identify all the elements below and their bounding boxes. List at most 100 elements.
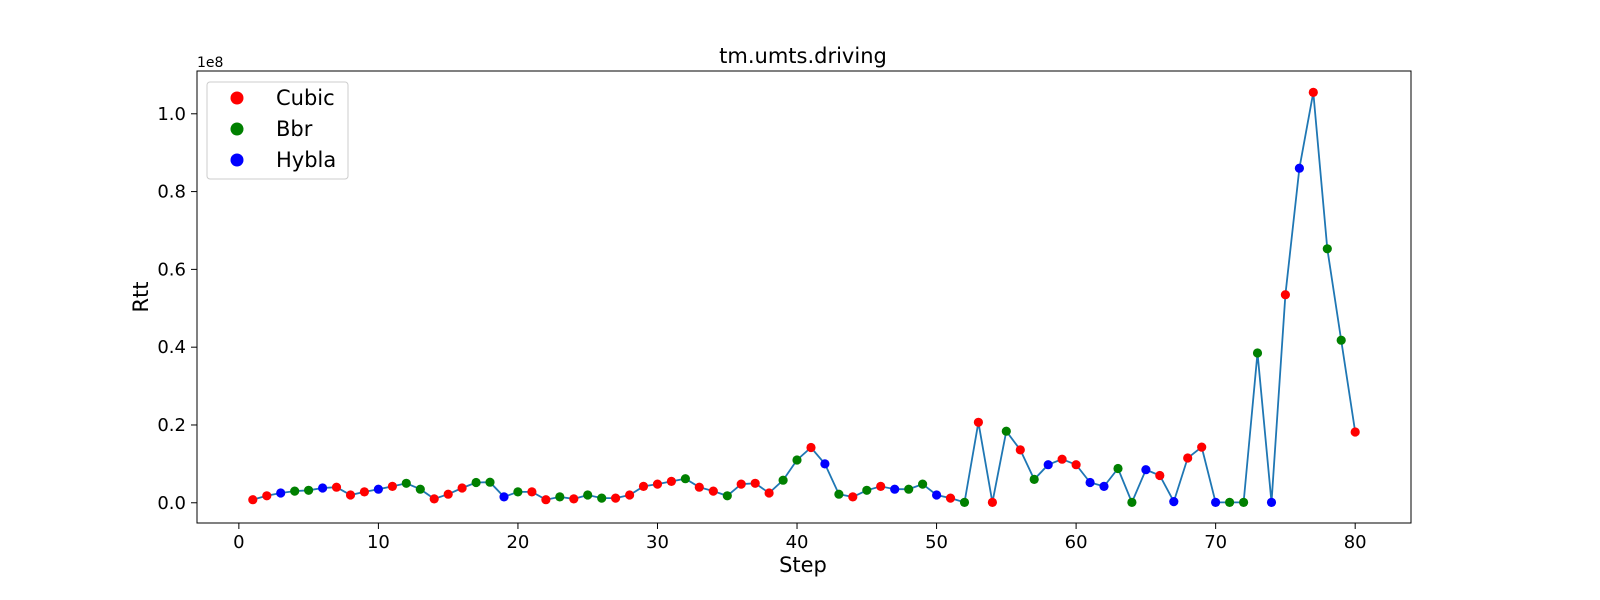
- point-cubic: [764, 488, 774, 498]
- x-tick-label: 50: [925, 532, 948, 553]
- point-cubic: [987, 497, 998, 507]
- point-cubic: [666, 476, 677, 486]
- x-tick-label: 20: [506, 532, 529, 553]
- legend-label-cubic: Cubic: [276, 86, 335, 110]
- point-cubic: [1280, 290, 1290, 300]
- x-axis-label: Step: [779, 553, 827, 577]
- point-cubic: [848, 492, 858, 502]
- point-cubic: [876, 481, 886, 491]
- point-cubic: [569, 494, 579, 504]
- point-bbr: [555, 492, 565, 502]
- point-cubic: [1308, 87, 1318, 97]
- point-bbr: [1113, 463, 1123, 474]
- point-bbr: [1252, 348, 1263, 358]
- point-cubic: [331, 482, 342, 492]
- x-tick-label: 0: [233, 532, 244, 553]
- point-cubic: [387, 481, 397, 491]
- point-bbr: [778, 475, 788, 485]
- point-cubic: [1183, 453, 1193, 463]
- point-cubic: [1350, 427, 1360, 437]
- data-points: [248, 87, 1360, 507]
- y-tick-label: 1.0: [157, 104, 186, 125]
- plot-area: [196, 70, 1412, 524]
- legend: Cubic Bbr Hybla: [206, 81, 349, 180]
- legend-label-hybla: Hybla: [276, 148, 336, 172]
- point-hybla: [1043, 460, 1053, 470]
- point-cubic: [248, 495, 258, 505]
- point-bbr: [1225, 497, 1235, 507]
- point-bbr: [792, 455, 802, 465]
- point-bbr: [959, 497, 970, 507]
- point-bbr: [722, 491, 732, 501]
- point-bbr: [904, 484, 914, 494]
- point-bbr: [415, 484, 425, 494]
- point-cubic: [750, 478, 760, 488]
- point-bbr: [918, 479, 928, 489]
- point-bbr: [1336, 335, 1346, 345]
- point-hybla: [932, 490, 942, 500]
- point-cubic: [625, 490, 635, 500]
- point-bbr: [1127, 497, 1137, 507]
- point-hybla: [1085, 477, 1095, 488]
- legend-marker-hybla: [230, 153, 244, 167]
- legend-marker-bbr: [230, 122, 244, 136]
- point-cubic: [736, 479, 746, 489]
- legend-box: [206, 81, 349, 180]
- y-tick-label: 0.2: [157, 415, 186, 436]
- point-hybla: [890, 484, 900, 494]
- point-hybla: [373, 484, 383, 494]
- y-tick-label: 0.6: [157, 259, 186, 280]
- point-bbr: [304, 485, 314, 495]
- point-cubic: [973, 417, 984, 427]
- point-cubic: [345, 490, 356, 500]
- point-hybla: [276, 488, 286, 498]
- point-cubic: [541, 495, 551, 505]
- point-hybla: [1099, 481, 1109, 491]
- point-cubic: [457, 483, 467, 493]
- point-hybla: [1141, 465, 1151, 475]
- point-bbr: [290, 486, 300, 496]
- point-bbr: [1001, 426, 1011, 436]
- point-cubic: [1155, 470, 1165, 481]
- point-bbr: [1322, 244, 1332, 254]
- y-axis: 0.0 0.2 0.4 0.6 0.8 1.0: [157, 104, 197, 514]
- x-tick-label: 70: [1204, 532, 1227, 553]
- point-cubic: [359, 487, 369, 497]
- point-hybla: [1266, 497, 1277, 507]
- point-bbr: [1239, 497, 1249, 507]
- point-cubic: [1057, 454, 1067, 464]
- legend-label-bbr: Bbr: [276, 117, 313, 141]
- point-hybla: [1294, 163, 1304, 173]
- x-tick-label: 80: [1344, 532, 1367, 553]
- point-cubic: [1071, 460, 1081, 470]
- point-bbr: [513, 487, 523, 497]
- point-hybla: [1169, 497, 1179, 507]
- point-bbr: [597, 493, 607, 503]
- point-cubic: [806, 442, 816, 453]
- point-bbr: [862, 485, 872, 495]
- point-cubic: [611, 493, 621, 503]
- chart-title: tm.umts.driving: [719, 44, 887, 68]
- point-cubic: [262, 491, 272, 501]
- point-hybla: [318, 483, 328, 493]
- point-cubic: [429, 494, 439, 504]
- point-cubic: [1197, 442, 1207, 452]
- legend-marker-cubic: [230, 91, 244, 105]
- x-axis: 0 10 20 30 40 50 60 70 80: [233, 523, 1367, 553]
- x-tick-label: 40: [786, 532, 809, 553]
- point-cubic: [652, 479, 663, 489]
- point-hybla: [499, 492, 509, 502]
- point-cubic: [945, 493, 956, 503]
- y-axis-label: Rtt: [129, 281, 153, 312]
- point-bbr: [401, 478, 411, 488]
- x-tick-label: 30: [646, 532, 669, 553]
- point-bbr: [583, 490, 593, 500]
- point-bbr: [1029, 474, 1039, 484]
- point-bbr: [485, 477, 495, 487]
- x-tick-label: 60: [1065, 532, 1088, 553]
- x-tick-label: 10: [367, 532, 390, 553]
- point-bbr: [834, 489, 844, 499]
- y-tick-label: 0.8: [157, 182, 186, 203]
- y-tick-label: 0.0: [157, 493, 186, 514]
- point-hybla: [820, 459, 830, 469]
